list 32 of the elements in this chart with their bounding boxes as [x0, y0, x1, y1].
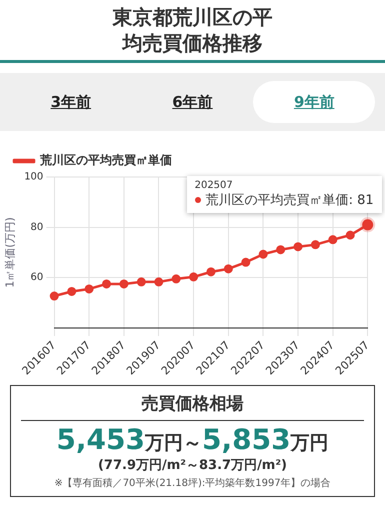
point — [119, 279, 128, 288]
point — [102, 279, 112, 288]
text: 9年前 — [253, 81, 376, 123]
annotation: 202507 荒川区の平均売買㎡単価: 81 — [194, 180, 374, 209]
point — [294, 242, 303, 252]
point — [136, 277, 146, 286]
text: 6年前 — [171, 92, 214, 112]
point — [276, 245, 286, 254]
text: (77.9万円/m²～83.7万円/m²) — [96, 457, 288, 474]
point — [67, 286, 76, 296]
y-axis-title: 1㎡単価(万円) — [3, 217, 16, 288]
point — [154, 277, 164, 286]
point — [189, 272, 198, 282]
text: 3年前 — [50, 92, 92, 112]
chart-title: 東京都荒川区の平均売買価格推移 — [111, 4, 274, 57]
point — [50, 292, 59, 301]
text: ※【専有面積／70平米(21.18坪):平均築年数1997年】の場合 — [53, 476, 332, 490]
text: 売買価格相場 — [21, 392, 364, 421]
y-tick-label: 100 — [24, 172, 44, 183]
point — [206, 267, 216, 276]
point — [310, 240, 320, 250]
point — [328, 235, 338, 244]
text: 5,453万円～5,853万円 — [56, 423, 329, 456]
point — [258, 250, 268, 259]
point — [172, 274, 181, 284]
point — [241, 258, 250, 267]
point — [224, 264, 233, 274]
y-tick-label: 60 — [30, 272, 44, 284]
legend-label: 荒川区の平均売買㎡単価 — [39, 153, 172, 168]
point — [84, 284, 94, 294]
y-tick-label: 80 — [30, 222, 44, 233]
point — [346, 230, 355, 240]
